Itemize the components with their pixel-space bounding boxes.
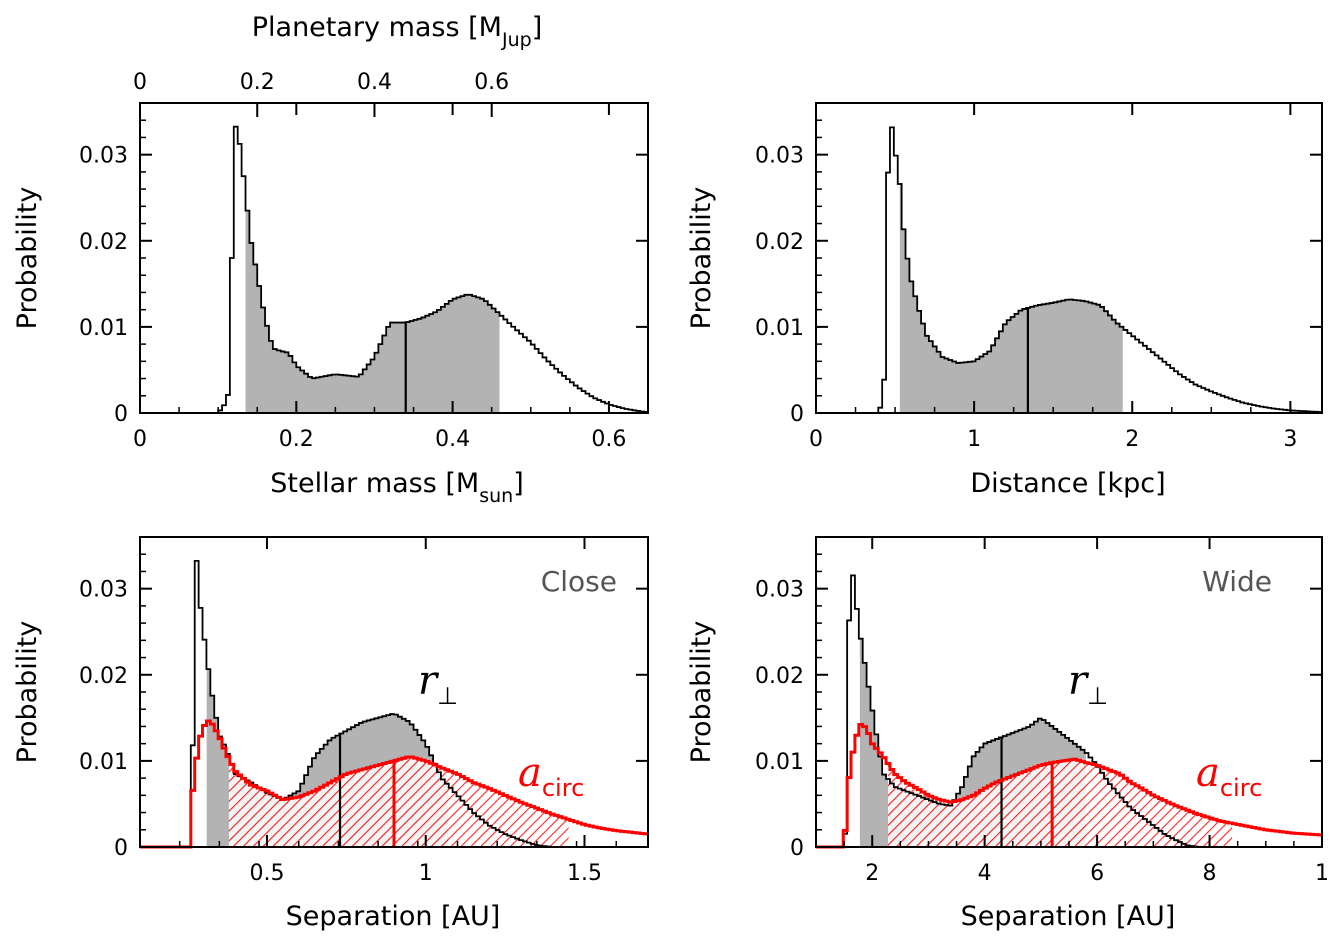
stellar-mass-xtick-label: 0.4 [435,427,470,452]
stellar-mass-ytick-label: 0.02 [79,230,128,255]
separation-wide-ytick-label: 0.02 [755,664,804,689]
wide-panel-label: Wide [1202,565,1272,598]
separation-close-xtick-label: 0.5 [250,861,285,886]
stellar-mass-series-0-credible-region [245,210,500,413]
separation-close-xtick-label: 1 [419,861,433,886]
separation-wide-ylabel: Probability [686,621,717,764]
stellar-mass-top-axis-tick-label: 0.2 [240,70,275,95]
separation-close-ylabel: Probability [12,621,43,764]
wide-a-circ-label: acirc [1196,750,1262,802]
separation-close-xlabel: Separation [AU] [286,901,501,932]
separation-close-xtick-label: 1.5 [567,861,602,886]
distance-panel: 0 1 2 3 0 0.01 0.02 0.03 Distance [kpc] Probabi… [686,102,1323,499]
separation-close-series-1-histogram [140,719,648,849]
separation-close-series-1-credible-region [228,756,569,847]
separation-wide-series-1-credible-region [887,759,1233,847]
distance-series-0-credible-region [899,183,1123,413]
close-r-perp-label: r⊥ [418,658,458,710]
separation-wide-xtick-label: 1 [1315,861,1329,886]
separation-wide-xtick-label: 2 [865,861,879,886]
distance-series-0-histogram [816,126,1322,414]
separation-wide-xlabel: Separation [AU] [961,901,1176,932]
separation-close-ytick-label: 0.03 [79,578,128,603]
distance-xtick-label: 0 [809,427,823,452]
distance-xlabel: Distance [kpc] [970,468,1165,499]
planetary-mass-xlabel: Planetary mass [MJup] [252,12,543,51]
distance-plot-area: 0 1 2 3 0 0.01 0.02 0.03 [755,102,1323,452]
separation-wide-panel: 2 4 6 8 100.010.020.03 Separation [AU] Proba… [686,536,1329,932]
stellar-mass-xtick-label: 0.6 [591,427,626,452]
distance-ytick-label: 0.01 [755,316,804,341]
distance-ytick-label: 0.03 [755,144,804,169]
stellar-mass-top-axis-tick-label: 0.4 [357,70,392,95]
stellar-mass-series-0-histogram [140,125,648,414]
separation-wide-xtick-label: 4 [978,861,992,886]
separation-wide-series-0-histogram [816,574,1322,848]
stellar-mass-xtick-label: 0 [133,427,147,452]
stellar-mass-ytick-label: 0 [114,402,128,427]
close-panel-label: Close [541,565,617,598]
distance-xtick-label: 3 [1283,427,1297,452]
separation-wide-ytick-label: 0 [790,836,804,861]
separation-close-ytick-label: 0.01 [79,750,128,775]
stellar-mass-plot-area: 0 0.2 0.4 0.6 0 0.01 0.02 0.03 0 0.2 0.4 0.6 [79,70,649,452]
separation-close-ytick-label: 0 [114,836,128,861]
separation-wide-xtick-label: 8 [1203,861,1217,886]
separation-close-ytick-label: 0.02 [79,664,128,689]
distance-xtick-label: 2 [1125,427,1139,452]
separation-wide-xtick-label: 6 [1090,861,1104,886]
stellar-mass-ytick-label: 0.01 [79,316,128,341]
stellar-mass-top-axis-tick-label: 0.6 [474,70,509,95]
distance-ytick-label: 0 [790,402,804,427]
stellar-mass-panel: 0 0.2 0.4 0.6 0 0.01 0.02 0.03 0 0.2 0.4 0.6 Stella… [12,12,649,507]
stellar-mass-ytick-label: 0.03 [79,144,128,169]
separation-close-plot-area: 0.5 1 1.5 0 0.01 0.02 0.03 [79,536,649,886]
stellar-mass-xlabel: Stellar mass [Msun] [270,468,524,507]
distance-ylabel: Probability [686,187,717,330]
wide-r-perp-label: r⊥ [1068,658,1108,710]
close-a-circ-label: acirc [518,750,584,802]
separation-wide-ytick-label: 0.01 [755,750,804,775]
separation-close-panel: 0.5 1 1.5 0 0.01 0.02 0.03 Separation [AU] Pro… [12,536,649,932]
distance-ytick-label: 0.02 [755,230,804,255]
stellar-mass-xtick-label: 0.2 [279,427,314,452]
separation-wide-ytick-label: 0.03 [755,578,804,603]
separation-wide-series-1-histogram [816,722,1322,849]
separation-wide-plot-area: 2 4 6 8 100.010.020.03 [755,536,1329,886]
distance-xtick-label: 1 [967,427,981,452]
stellar-mass-top-axis-tick-label: 0 [133,70,147,95]
stellar-mass-ylabel: Probability [12,187,43,330]
